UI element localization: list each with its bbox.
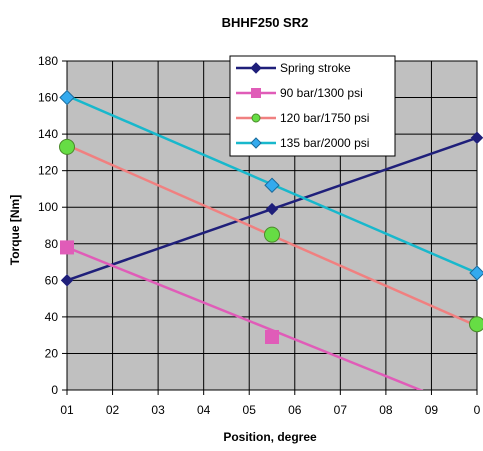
legend-swatch-marker [250, 62, 262, 74]
y-tick-label: 0 [51, 383, 58, 397]
legend-swatch-marker [250, 137, 262, 149]
data-point-series-3 [469, 265, 483, 281]
legend-label: 135 bar/2000 psi [280, 136, 369, 150]
chart-title: BHHF250 SR2 [222, 15, 309, 30]
x-tick-label: 05 [243, 403, 257, 417]
x-tick-label: 06 [288, 403, 302, 417]
x-tick-label: 09 [425, 403, 439, 417]
y-tick-label: 120 [38, 164, 58, 178]
y-tick-label: 60 [45, 273, 59, 287]
x-tick-label: 03 [151, 403, 165, 417]
data-point-series-0 [470, 131, 483, 144]
data-point-series-2 [59, 138, 75, 155]
y-tick-label: 40 [45, 310, 59, 324]
y-tick-label: 160 [38, 91, 58, 105]
x-tick-label: 08 [379, 403, 393, 417]
x-tick-label: 02 [106, 403, 120, 417]
legend-swatch-marker [251, 88, 261, 98]
data-point-series-3 [264, 177, 280, 193]
data-point-series-3 [59, 89, 75, 106]
y-tick-label: 20 [45, 346, 59, 360]
x-tick-label: 01 [60, 403, 74, 417]
y-tick-label: 140 [38, 127, 58, 141]
data-point-series-2 [264, 226, 280, 243]
data-point-series-1 [60, 240, 74, 255]
data-point-series-2 [469, 316, 483, 333]
legend-label: Spring stroke [280, 61, 351, 75]
y-tick-label: 100 [38, 200, 58, 214]
data-point-series-0 [60, 274, 74, 287]
y-tick-label: 180 [38, 54, 58, 68]
x-tick-label: 0 [474, 403, 481, 417]
legend-swatch-marker [251, 113, 261, 123]
data-point-series-0 [265, 202, 279, 216]
x-tick-label: 04 [197, 403, 211, 417]
y-tick-label: 80 [45, 237, 59, 251]
legend-label: 120 bar/1750 psi [280, 111, 369, 125]
y-axis-label: Torque [Nm] [8, 195, 22, 265]
series-line-1 [67, 246, 424, 390]
plot-area: 0 20 40 60 80 100 120 140 160 180 01 02 03 04 05 06 07 08… [38, 54, 483, 417]
legend-label: 90 bar/1300 psi [280, 86, 363, 100]
x-tick-label: 07 [334, 403, 348, 417]
data-point-series-1 [265, 329, 279, 344]
x-axis-label: Position, degree [223, 430, 317, 444]
